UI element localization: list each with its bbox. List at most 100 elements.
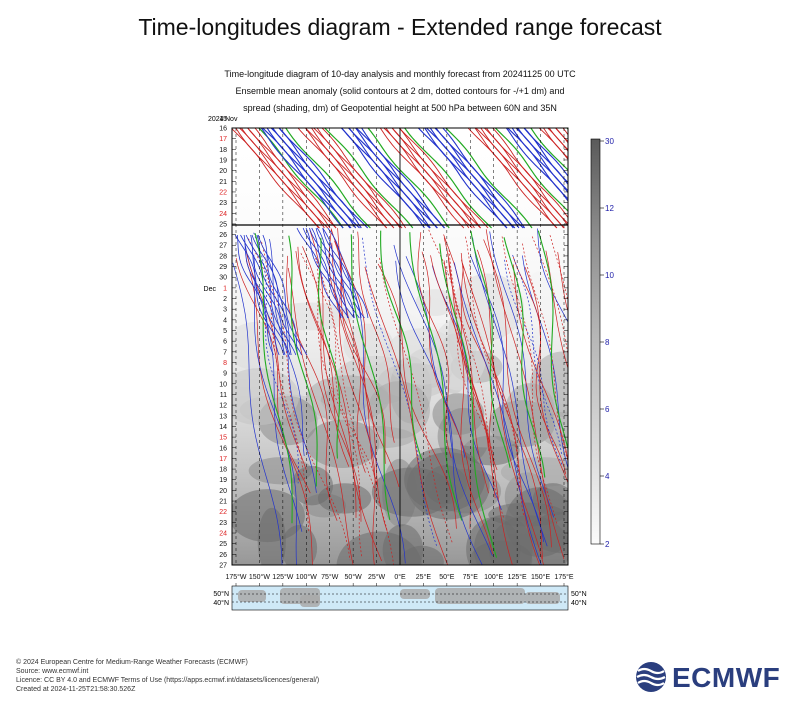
longitude-label: 175°W bbox=[225, 573, 246, 581]
day-label: 29 bbox=[219, 264, 227, 271]
anomaly-contour bbox=[367, 128, 450, 229]
chart-subtitle-line-2: Ensemble mean anomaly (solid contours at… bbox=[235, 86, 565, 96]
anomaly-contour bbox=[309, 227, 355, 319]
anomaly-contour bbox=[250, 234, 286, 356]
anomaly-contour bbox=[305, 128, 395, 229]
footer-licence: Licence: CC BY 4.0 and ECMWF Terms of Us… bbox=[16, 677, 320, 684]
anomaly-contour bbox=[302, 246, 362, 522]
anomaly-contour bbox=[245, 260, 313, 565]
anomaly-contour bbox=[399, 128, 481, 229]
anomaly-contour bbox=[505, 128, 568, 202]
anomaly-contour bbox=[245, 250, 307, 470]
day-label: 16 bbox=[219, 445, 227, 452]
anomaly-contour bbox=[380, 230, 423, 460]
anomaly-contour bbox=[442, 128, 526, 229]
anomaly-contour bbox=[364, 266, 449, 565]
anomaly-contour bbox=[537, 230, 568, 452]
day-label: 28 bbox=[219, 253, 227, 260]
anomaly-contour bbox=[447, 253, 489, 494]
spread-blob bbox=[232, 368, 300, 426]
anomaly-contour bbox=[288, 235, 318, 487]
longitude-label: 175°E bbox=[554, 573, 573, 581]
day-label: 24 bbox=[219, 531, 227, 538]
anomaly-contour bbox=[348, 128, 431, 229]
anomaly-contour bbox=[269, 238, 305, 457]
map-land bbox=[238, 588, 560, 607]
day-label: 17 bbox=[219, 456, 227, 463]
day-label: 30 bbox=[219, 275, 227, 282]
day-label: 10 bbox=[219, 381, 227, 388]
anomaly-contour bbox=[504, 259, 563, 466]
spread-blob bbox=[432, 393, 485, 435]
anomaly-contour bbox=[251, 234, 302, 356]
colorbar-tick-label: 8 bbox=[605, 338, 610, 347]
spread-blob bbox=[232, 285, 251, 318]
anomaly-contour bbox=[318, 237, 341, 459]
anomaly-contour bbox=[295, 251, 383, 562]
anomaly-contour bbox=[315, 227, 360, 319]
anomaly-contour bbox=[562, 128, 568, 136]
year-label: 2024 bbox=[208, 116, 224, 123]
anomaly-contour bbox=[316, 260, 363, 557]
day-label: 26 bbox=[219, 232, 227, 239]
anomaly-contour bbox=[485, 229, 565, 560]
time-axis: 1516171819202122232425262728293012345678… bbox=[219, 116, 227, 570]
colorbar-tick-label: 2 bbox=[605, 540, 610, 549]
chart-subtitle-line-3: spread (shading, dm) of Geopotential hei… bbox=[243, 103, 557, 113]
anomaly-contour bbox=[321, 128, 407, 229]
anomaly-contour bbox=[460, 259, 544, 565]
longitude-label: 0°E bbox=[394, 573, 406, 581]
longitude-label: 150°W bbox=[249, 573, 270, 581]
anomaly-contour bbox=[236, 234, 274, 356]
spread-blob bbox=[317, 483, 372, 514]
land-mass bbox=[525, 592, 560, 604]
day-label: 1 bbox=[223, 285, 227, 292]
anomaly-contour bbox=[235, 258, 311, 494]
ecmwf-logo-text: ECMWF bbox=[672, 662, 781, 693]
anomaly-contour bbox=[557, 252, 568, 313]
anomaly-contour bbox=[522, 255, 568, 470]
spread-blob bbox=[539, 411, 568, 448]
anomaly-contour bbox=[545, 250, 568, 370]
anomaly-contour bbox=[278, 128, 369, 229]
day-label: 2 bbox=[223, 296, 227, 303]
anomaly-contour bbox=[524, 266, 568, 484]
anomaly-contour bbox=[492, 128, 568, 219]
anomaly-contour bbox=[247, 238, 351, 561]
ecmwf-logo: ECMWF bbox=[634, 660, 786, 694]
day-label: 27 bbox=[219, 243, 227, 250]
anomaly-contour bbox=[503, 237, 546, 478]
anomaly-contour bbox=[355, 128, 438, 229]
anomaly-contour bbox=[247, 128, 331, 229]
day-label: 4 bbox=[223, 317, 227, 324]
anomaly-contour bbox=[297, 128, 388, 229]
anomaly-contour bbox=[278, 128, 362, 229]
anomaly-contour bbox=[258, 128, 344, 229]
anomaly-contour bbox=[443, 237, 496, 499]
anomaly-contour bbox=[523, 128, 568, 178]
spread-blob bbox=[371, 467, 453, 517]
anomaly-contour bbox=[286, 255, 338, 521]
anomaly-contour bbox=[398, 128, 489, 229]
longitude-label: 25°W bbox=[368, 573, 386, 581]
page-title: Time-longitudes diagram - Extended range… bbox=[138, 14, 662, 40]
month-label-nov: Nov bbox=[225, 116, 238, 123]
plot-frame bbox=[231, 127, 569, 566]
anomaly-contour bbox=[513, 264, 568, 463]
anomaly-contour bbox=[254, 128, 337, 229]
longitude-label: 50°W bbox=[345, 573, 363, 581]
colorbar-tick-label: 6 bbox=[605, 405, 610, 414]
longitude-label: 100°E bbox=[484, 573, 503, 581]
anomaly-contour bbox=[435, 128, 524, 229]
anomaly-contour bbox=[341, 128, 431, 229]
anomaly-contour bbox=[330, 228, 400, 488]
anomaly-contour bbox=[322, 227, 365, 319]
anomaly-contour bbox=[391, 128, 475, 229]
anomaly-contour bbox=[470, 231, 511, 468]
anomaly-contour bbox=[431, 265, 502, 510]
anomaly-contour bbox=[467, 128, 558, 229]
anomaly-contour bbox=[322, 227, 362, 319]
longitude-axis: 175°W 150°W 125°W 100°W 75°W 50°W 25°W 0°E 25°E 5… bbox=[225, 573, 573, 581]
anomaly-contour bbox=[232, 262, 283, 565]
